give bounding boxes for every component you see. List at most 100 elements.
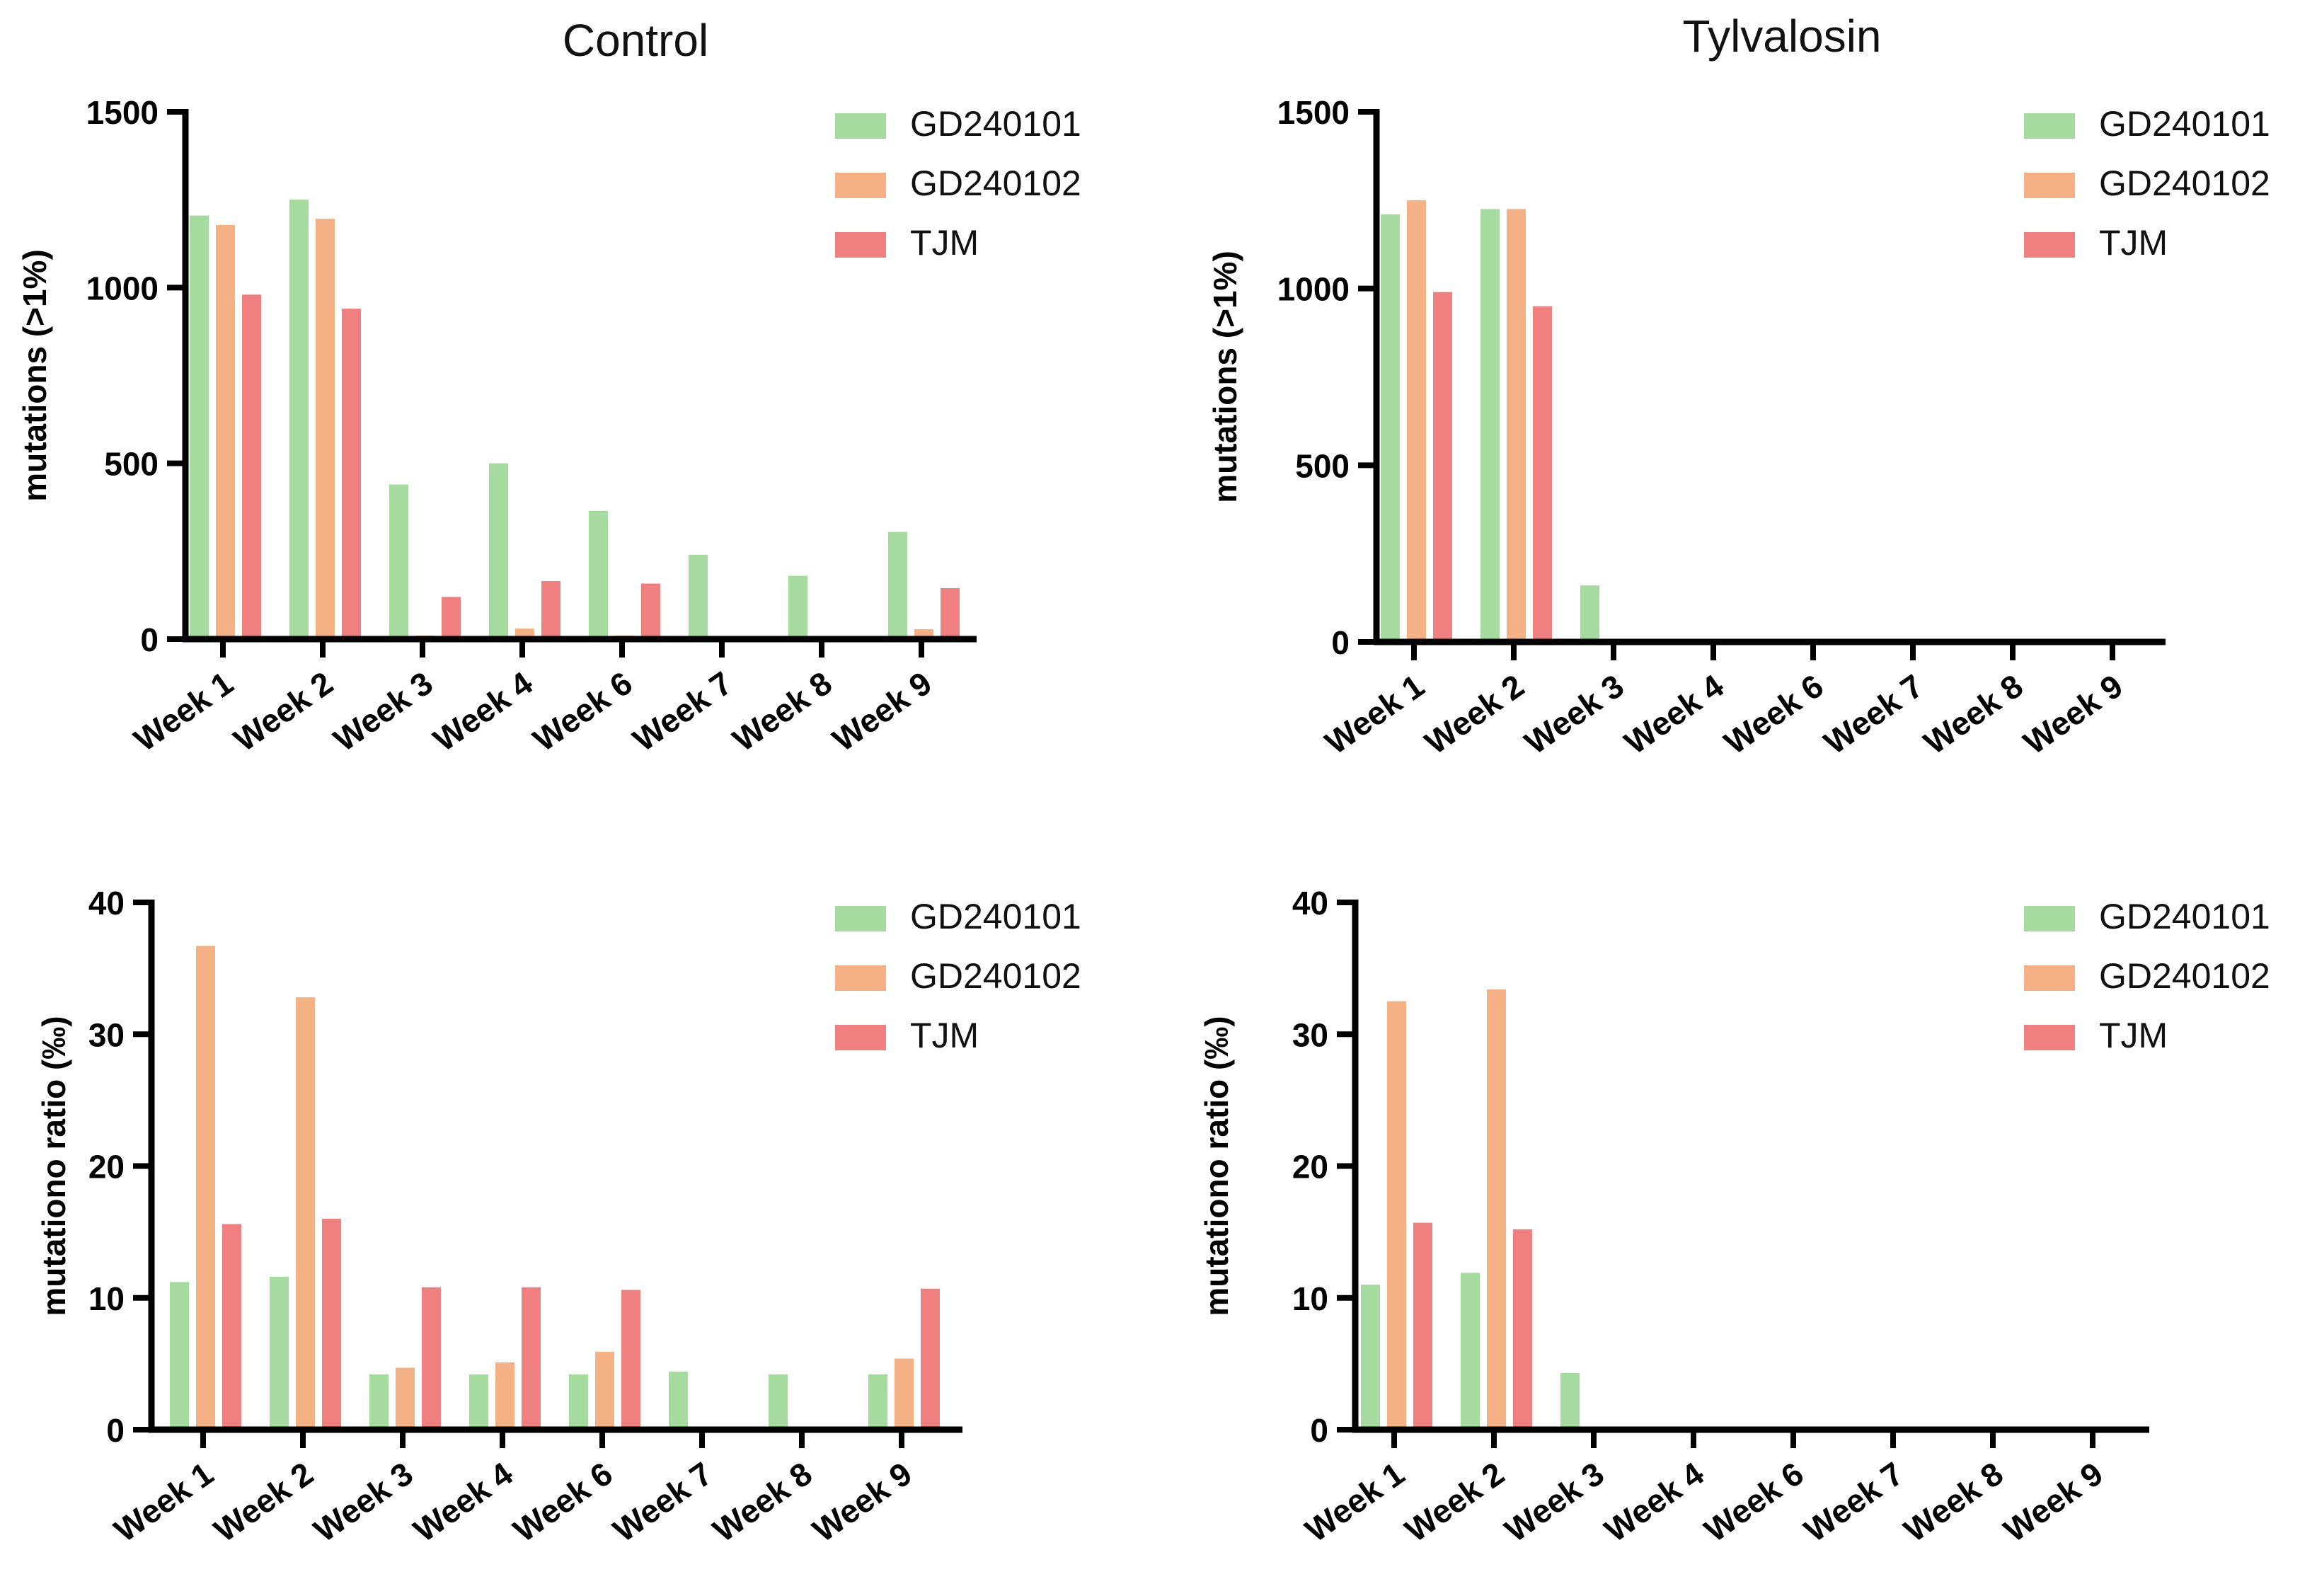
legend-label-gd240102: GD240102 xyxy=(910,956,1081,996)
legend-label-gd240101: GD240101 xyxy=(2099,104,2270,144)
x-tick-label: Week 7 xyxy=(606,1455,719,1549)
x-tick-label: Week 3 xyxy=(307,1455,420,1549)
legend-swatch-tjm xyxy=(835,232,886,258)
bar-gd240101-week-7 xyxy=(689,554,708,639)
y-axis-label: mutations (>1%) xyxy=(16,249,53,502)
y-tick-label: 0 xyxy=(1331,624,1350,661)
bar-tjm-week-4 xyxy=(541,581,560,639)
x-tick-label: Week 6 xyxy=(1698,1455,1810,1549)
y-tick-label: 500 xyxy=(104,446,159,483)
bar-tjm-week-3 xyxy=(422,1287,441,1430)
x-tick-label: Week 2 xyxy=(1398,1455,1511,1549)
x-tick-label: Week 2 xyxy=(207,1455,320,1549)
y-axis-label: mutations (>1%) xyxy=(1207,251,1243,503)
bar-gd240102-week-4 xyxy=(495,1362,514,1430)
y-tick-label: 1000 xyxy=(1277,271,1350,308)
y-axis-label: mutationo ratio (‰) xyxy=(1198,1016,1235,1316)
x-tick-label: Week 9 xyxy=(806,1455,919,1549)
y-tick-label: 0 xyxy=(1310,1412,1328,1449)
x-tick-label: Week 4 xyxy=(1598,1454,1710,1549)
y-tick-label: 0 xyxy=(106,1412,125,1449)
x-tick-label: Week 3 xyxy=(327,665,439,759)
y-tick-label: 20 xyxy=(1292,1149,1328,1185)
bar-gd240101-week-8 xyxy=(769,1374,788,1430)
bar-gd240101-week-3 xyxy=(369,1374,389,1430)
x-tick-label: Week 1 xyxy=(1318,667,1431,762)
bar-gd240101-week-9 xyxy=(888,532,907,639)
bar-gd240101-week-4 xyxy=(489,463,508,639)
bar-gd240102-week-1 xyxy=(216,224,235,640)
x-tick-label: Week 6 xyxy=(1718,667,1830,762)
bar-gd240101-week-2 xyxy=(270,1276,289,1430)
legend-swatch-gd240101 xyxy=(835,113,886,139)
bar-gd240101-week-2 xyxy=(1480,209,1500,642)
bar-tjm-week-1 xyxy=(1413,1222,1432,1430)
legend-label-gd240102: GD240102 xyxy=(2099,956,2270,996)
bar-gd240102-week-2 xyxy=(1507,209,1526,642)
x-tick-label: Week 1 xyxy=(1299,1455,1411,1549)
bar-tjm-week-2 xyxy=(1513,1229,1532,1430)
bar-gd240101-week-7 xyxy=(669,1372,688,1430)
y-tick-label: 0 xyxy=(140,621,159,658)
legend-label-gd240101: GD240101 xyxy=(2099,897,2270,936)
legend-label-gd240102: GD240102 xyxy=(910,163,1081,203)
bar-tjm-week-1 xyxy=(242,294,261,639)
y-tick-label: 500 xyxy=(1295,447,1350,484)
y-tick-label: 1500 xyxy=(86,94,159,131)
bar-tjm-week-1 xyxy=(1433,292,1452,642)
legend-label-gd240101: GD240101 xyxy=(910,104,1081,144)
legend-label-tjm: TJM xyxy=(2099,223,2168,263)
bar-tjm-week-9 xyxy=(921,1288,940,1430)
bar-gd240102-week-2 xyxy=(1487,989,1506,1430)
legend-swatch-gd240101 xyxy=(2024,113,2075,139)
bar-tjm-week-4 xyxy=(522,1287,541,1430)
y-tick-label: 1500 xyxy=(1277,94,1350,131)
x-tick-label: Week 1 xyxy=(127,665,240,759)
x-tick-label: Week 2 xyxy=(227,665,340,759)
x-tick-label: Week 4 xyxy=(407,1454,519,1549)
legend-swatch-gd240102 xyxy=(2024,173,2075,198)
y-tick-label: 20 xyxy=(88,1149,125,1185)
legend-label-gd240101: GD240101 xyxy=(910,897,1081,936)
bar-gd240101-week-2 xyxy=(289,200,309,639)
x-tick-label: Week 1 xyxy=(108,1455,220,1549)
bar-gd240101-week-1 xyxy=(1361,1285,1380,1430)
bar-tjm-week-6 xyxy=(641,583,660,639)
x-tick-label: Week 8 xyxy=(726,665,839,759)
legend-swatch-gd240102 xyxy=(2024,965,2075,991)
x-tick-label: Week 2 xyxy=(1418,667,1531,762)
bar-tjm-week-6 xyxy=(621,1290,640,1430)
y-tick-label: 10 xyxy=(1292,1280,1328,1317)
x-tick-label: Week 6 xyxy=(527,665,639,759)
legend-swatch-gd240102 xyxy=(835,965,886,991)
legend-swatch-tjm xyxy=(835,1025,886,1050)
x-tick-label: Week 6 xyxy=(507,1455,619,1549)
y-tick-label: 1000 xyxy=(86,270,159,306)
y-tick-label: 40 xyxy=(88,885,125,922)
bar-gd240101-week-8 xyxy=(788,575,807,639)
bar-tjm-week-2 xyxy=(342,309,361,639)
bar-gd240102-week-6 xyxy=(595,1352,614,1430)
y-tick-label: 40 xyxy=(1292,885,1328,922)
x-tick-label: Week 7 xyxy=(1798,1455,1910,1549)
title-tylvalosin: Tylvalosin xyxy=(1682,11,1882,62)
x-tick-label: Week 4 xyxy=(427,664,539,758)
x-tick-label: Week 3 xyxy=(1498,1455,1611,1549)
bar-gd240101-week-6 xyxy=(589,510,608,639)
legend-label-tjm: TJM xyxy=(910,1016,979,1055)
legend-label-gd240102: GD240102 xyxy=(2099,163,2270,203)
title-control: Control xyxy=(562,15,709,66)
bar-gd240101-week-3 xyxy=(389,484,408,639)
x-tick-label: Week 8 xyxy=(706,1455,819,1549)
x-tick-label: Week 7 xyxy=(626,665,739,759)
y-tick-label: 10 xyxy=(88,1280,125,1317)
bar-gd240101-week-6 xyxy=(569,1374,588,1430)
bar-gd240101-week-2 xyxy=(1461,1273,1480,1430)
bar-gd240101-week-9 xyxy=(868,1374,887,1430)
legend-swatch-gd240102 xyxy=(835,173,886,198)
